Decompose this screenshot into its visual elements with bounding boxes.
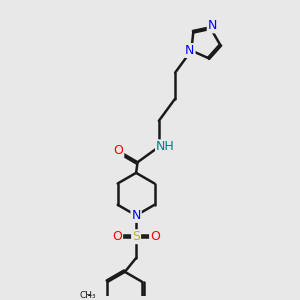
Text: O: O bbox=[113, 144, 123, 157]
Text: O: O bbox=[112, 230, 122, 243]
Text: NH: NH bbox=[156, 140, 175, 153]
Text: S: S bbox=[132, 230, 140, 243]
Text: CH₃: CH₃ bbox=[80, 291, 96, 300]
Text: N: N bbox=[131, 209, 141, 222]
Text: O: O bbox=[150, 230, 160, 243]
Text: N: N bbox=[185, 44, 195, 57]
Text: N: N bbox=[208, 20, 217, 32]
